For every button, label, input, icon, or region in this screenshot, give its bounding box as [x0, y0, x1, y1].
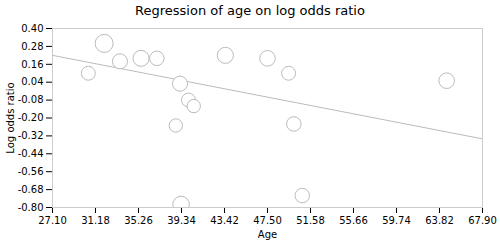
svg-text:-0.20: -0.20	[18, 112, 44, 123]
svg-text:55.66: 55.66	[339, 215, 368, 226]
svg-text:0.40: 0.40	[21, 23, 43, 34]
svg-text:Age: Age	[258, 229, 277, 240]
svg-text:Log odds ratio: Log odds ratio	[5, 82, 16, 153]
svg-text:63.82: 63.82	[425, 215, 454, 226]
svg-text:-0.44: -0.44	[18, 148, 44, 159]
svg-text:-0.56: -0.56	[18, 166, 44, 177]
svg-text:39.34: 39.34	[167, 215, 196, 226]
svg-text:35.26: 35.26	[124, 215, 153, 226]
svg-text:27.10: 27.10	[38, 215, 67, 226]
svg-text:47.50: 47.50	[253, 215, 282, 226]
svg-text:0.16: 0.16	[21, 59, 43, 70]
svg-text:59.74: 59.74	[382, 215, 411, 226]
svg-text:-0.08: -0.08	[18, 94, 44, 105]
svg-text:67.90: 67.90	[468, 215, 497, 226]
svg-text:-0.32: -0.32	[18, 130, 44, 141]
svg-text:43.42: 43.42	[210, 215, 239, 226]
svg-text:0.04: 0.04	[21, 76, 43, 87]
svg-text:51.58: 51.58	[296, 215, 325, 226]
html-text:Regression of age on log odds: Regression of age on log odds ratio	[135, 3, 365, 18]
svg-text:-0.68: -0.68	[18, 184, 44, 195]
svg-text:31.18: 31.18	[81, 215, 110, 226]
svg-text:-0.80: -0.80	[18, 202, 44, 213]
svg-text:0.28: 0.28	[21, 41, 43, 52]
